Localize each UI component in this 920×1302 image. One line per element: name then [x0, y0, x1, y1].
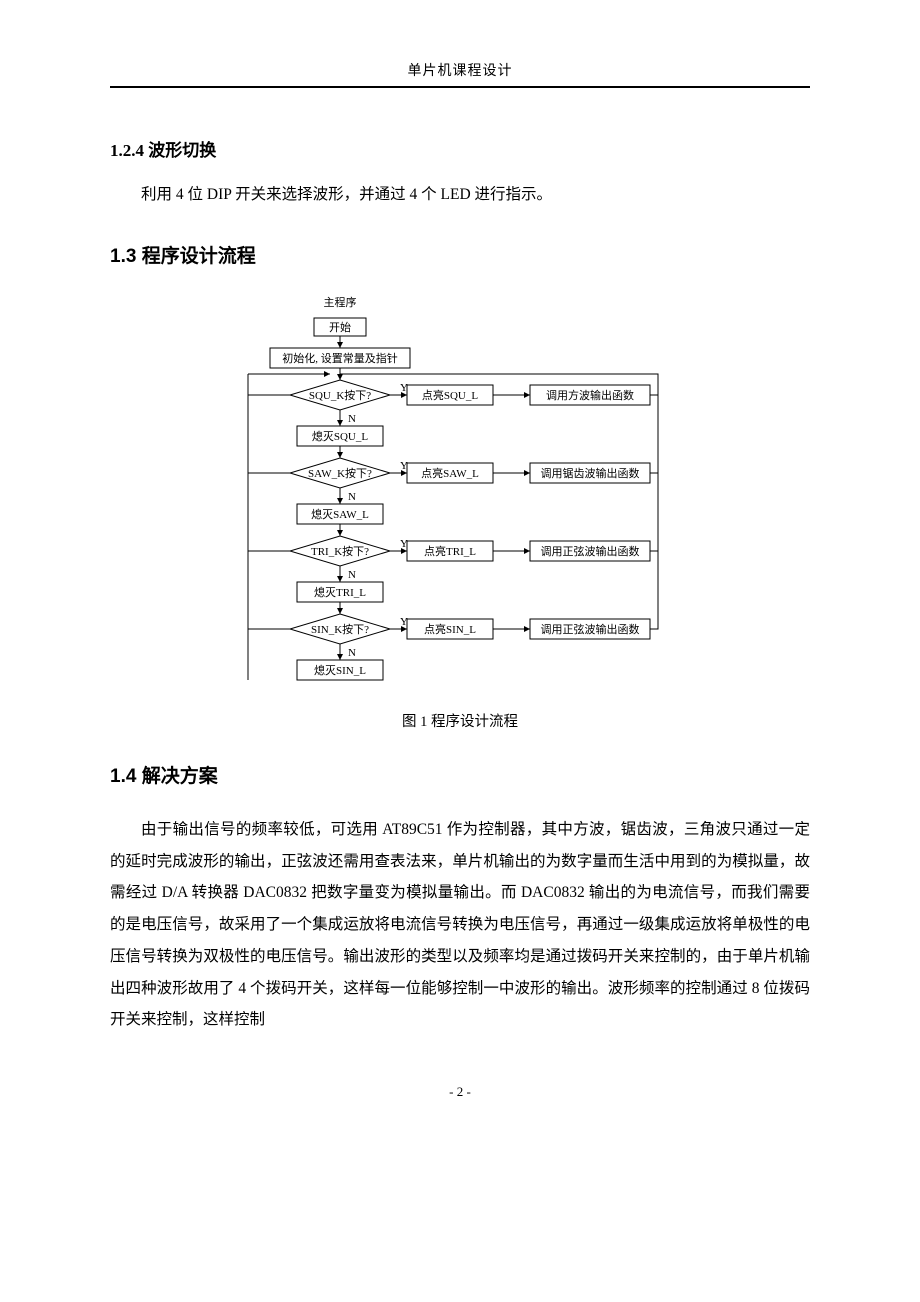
svg-text:N: N — [348, 491, 356, 503]
flowchart-svg: 主程序开始初始化, 设置常量及指针SQU_K按下?Y点亮SQU_L调用方波输出函… — [220, 294, 700, 694]
svg-text:TRI_K按下?: TRI_K按下? — [311, 544, 369, 558]
page-header: 单片机课程设计 — [110, 60, 810, 88]
svg-text:调用锯齿波输出函数: 调用锯齿波输出函数 — [541, 466, 640, 480]
svg-text:SQU_K按下?: SQU_K按下? — [309, 388, 371, 402]
svg-text:初始化, 设置常量及指针: 初始化, 设置常量及指针 — [282, 351, 398, 365]
svg-text:调用正弦波输出函数: 调用正弦波输出函数 — [541, 622, 640, 636]
svg-text:主程序: 主程序 — [324, 295, 357, 309]
flowchart-figure: 主程序开始初始化, 设置常量及指针SQU_K按下?Y点亮SQU_L调用方波输出函… — [110, 294, 810, 694]
svg-text:N: N — [348, 413, 356, 425]
figure-caption: 图 1 程序设计流程 — [110, 710, 810, 731]
svg-text:调用正弦波输出函数: 调用正弦波输出函数 — [541, 544, 640, 558]
svg-text:N: N — [348, 647, 356, 659]
svg-text:SAW_K按下?: SAW_K按下? — [308, 466, 372, 480]
header-title: 单片机课程设计 — [408, 64, 513, 79]
para-1-4: 由于输出信号的频率较低，可选用 AT89C51 作为控制器，其中方波，锯齿波，三… — [110, 814, 810, 1036]
svg-text:熄灭SAW_L: 熄灭SAW_L — [311, 507, 369, 521]
heading-1-2-4: 1.2.4 波形切换 — [110, 136, 810, 161]
heading-1-3: 1.3 程序设计流程 — [110, 241, 810, 268]
svg-text:点亮SAW_L: 点亮SAW_L — [421, 466, 479, 480]
page-number: - 2 - — [110, 1084, 810, 1100]
svg-text:熄灭SQU_L: 熄灭SQU_L — [312, 429, 369, 443]
svg-text:N: N — [348, 569, 356, 581]
heading-1-4: 1.4 解决方案 — [110, 761, 810, 788]
svg-text:熄灭SIN_L: 熄灭SIN_L — [314, 663, 366, 677]
svg-text:点亮TRI_L: 点亮TRI_L — [424, 544, 476, 558]
svg-text:熄灭TRI_L: 熄灭TRI_L — [314, 585, 366, 599]
svg-text:SIN_K按下?: SIN_K按下? — [311, 622, 369, 636]
svg-text:调用方波输出函数: 调用方波输出函数 — [546, 388, 634, 402]
para-1-2-4: 利用 4 位 DIP 开关来选择波形，并通过 4 个 LED 进行指示。 — [110, 179, 810, 211]
svg-text:点亮SIN_L: 点亮SIN_L — [424, 622, 476, 636]
svg-text:开始: 开始 — [329, 320, 351, 334]
svg-text:点亮SQU_L: 点亮SQU_L — [422, 388, 479, 402]
